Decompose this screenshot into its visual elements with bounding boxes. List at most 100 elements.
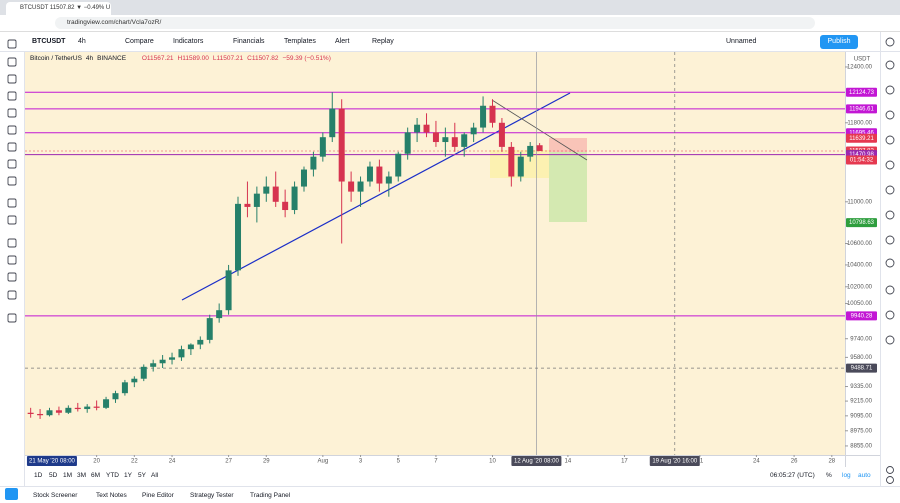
candle-body [404,132,411,154]
candle-body [338,108,345,182]
publish-button[interactable]: Publish [820,35,858,49]
candle-body [93,406,100,408]
compare[interactable]: Compare [125,38,154,45]
y-tick-label: 10050.00 [847,301,873,307]
range[interactable]: 1M [63,472,73,479]
scale-log[interactable]: log [842,472,851,479]
price-tag [846,104,877,114]
range[interactable]: YTD [106,472,119,479]
price-tag [846,133,877,143]
tool-icon[interactable] [7,91,17,101]
sidebar-icon[interactable] [886,466,894,474]
tool-icon[interactable] [7,176,17,186]
alert[interactable]: Alert [335,38,350,45]
templates[interactable]: Templates [284,38,316,45]
tool-icon[interactable] [7,142,17,152]
tool-icon[interactable] [7,74,17,84]
candle-body [197,339,204,345]
tool-icon[interactable] [7,57,17,67]
sidebar-icon[interactable] [885,60,895,70]
symbol[interactable]: BTCUSDT [32,38,66,45]
candle-body [55,410,62,413]
sidebar-icon[interactable] [885,185,895,195]
sidebar-icon[interactable] [885,310,895,320]
panel-tab[interactable]: Strategy Tester [190,492,234,499]
sidebar-icon[interactable] [886,476,894,484]
sidebar-icon[interactable] [885,258,895,268]
sidebar-icon[interactable] [885,135,895,145]
range[interactable]: 5Y [138,472,146,479]
tool-icon[interactable] [7,255,17,265]
sidebar-icon[interactable] [885,285,895,295]
panel-tab[interactable]: Text Notes [96,492,127,499]
url-field[interactable]: tradingview.com/chart/Vcla7ozR/ [55,17,815,29]
tool-icon[interactable] [7,198,17,208]
stop-zone [549,138,587,152]
range[interactable]: 1D [34,472,43,479]
candle-body [159,359,166,364]
crosshair-x-label: 19 Aug '20 16:00 [652,459,698,465]
candle-body [376,166,383,184]
sidebar-icon[interactable] [885,110,895,120]
trend-line [181,92,571,301]
tool-icon[interactable] [7,313,17,323]
tool-icon[interactable] [7,159,17,169]
clock: 06:05:27 (UTC) [770,472,815,479]
tool-icon[interactable] [7,108,17,118]
tool-icon[interactable] [7,125,17,135]
y-tick-label: 10600.00 [847,241,873,247]
address-bar: tradingview.com/chart/Vcla7ozR/ [0,15,900,32]
y-tick-label: 11800.00 [847,120,872,126]
scale-percent[interactable]: % [826,472,832,479]
target-zone [549,152,587,222]
sidebar-icon[interactable] [885,335,895,345]
candle-body [140,366,147,379]
range[interactable]: All [151,472,159,479]
sidebar-icon[interactable] [885,210,895,220]
replay[interactable]: Replay [372,38,394,45]
sidebar-icon[interactable] [885,235,895,245]
candle-body [508,146,515,177]
candle-body [414,124,421,133]
candle-body [263,186,270,194]
x-tick-label: 14 [565,459,572,465]
range[interactable]: 6M [91,472,101,479]
range[interactable]: 5D [49,472,58,479]
panel-tab[interactable]: Pine Editor [142,492,174,499]
tool-icon[interactable] [7,238,17,248]
x-tick-label: 28 [828,459,835,465]
tool-icon[interactable] [7,39,17,49]
candle-body [216,310,223,319]
y-tick-label: 8975.00 [850,428,872,434]
tool-icon[interactable] [7,290,17,300]
range[interactable]: 1Y [124,472,132,479]
x-tick-label: 24 [753,459,760,465]
candle-body [131,378,138,383]
price-tag-label: 9940.28 [851,313,873,319]
countdown-tag [846,155,877,165]
indicators[interactable]: Indicators [173,38,204,45]
x-tick-label: 17 [621,459,628,465]
candle-body [150,363,157,367]
unit-label: USDT [854,57,871,63]
financials[interactable]: Financials [233,38,265,45]
y-tick-label: 12400.00 [847,65,873,71]
layout-name[interactable]: Unnamed [726,38,757,45]
scale-auto[interactable]: auto [858,472,871,479]
tool-icon[interactable] [7,272,17,282]
sidebar-icon[interactable] [885,160,895,170]
icon-group [5,37,895,500]
price-tag [846,311,877,321]
y-tick-label: 10400.00 [847,263,873,269]
range[interactable]: 3M [77,472,87,479]
interval[interactable]: 4h [78,38,86,45]
crosshair-x-box [26,456,77,466]
panel-tab[interactable]: Trading Panel [250,492,291,499]
candle-body [489,105,496,123]
tool-icon[interactable] [7,215,17,225]
sidebar-icon[interactable] [885,37,895,47]
sidebar-icon[interactable] [885,85,895,95]
panel-tab[interactable]: Stock Screener [33,492,78,499]
candle-body [46,410,53,416]
browser-tab[interactable]: BTCUSDT 11507.82 ▼ −0.49% U [6,2,111,15]
